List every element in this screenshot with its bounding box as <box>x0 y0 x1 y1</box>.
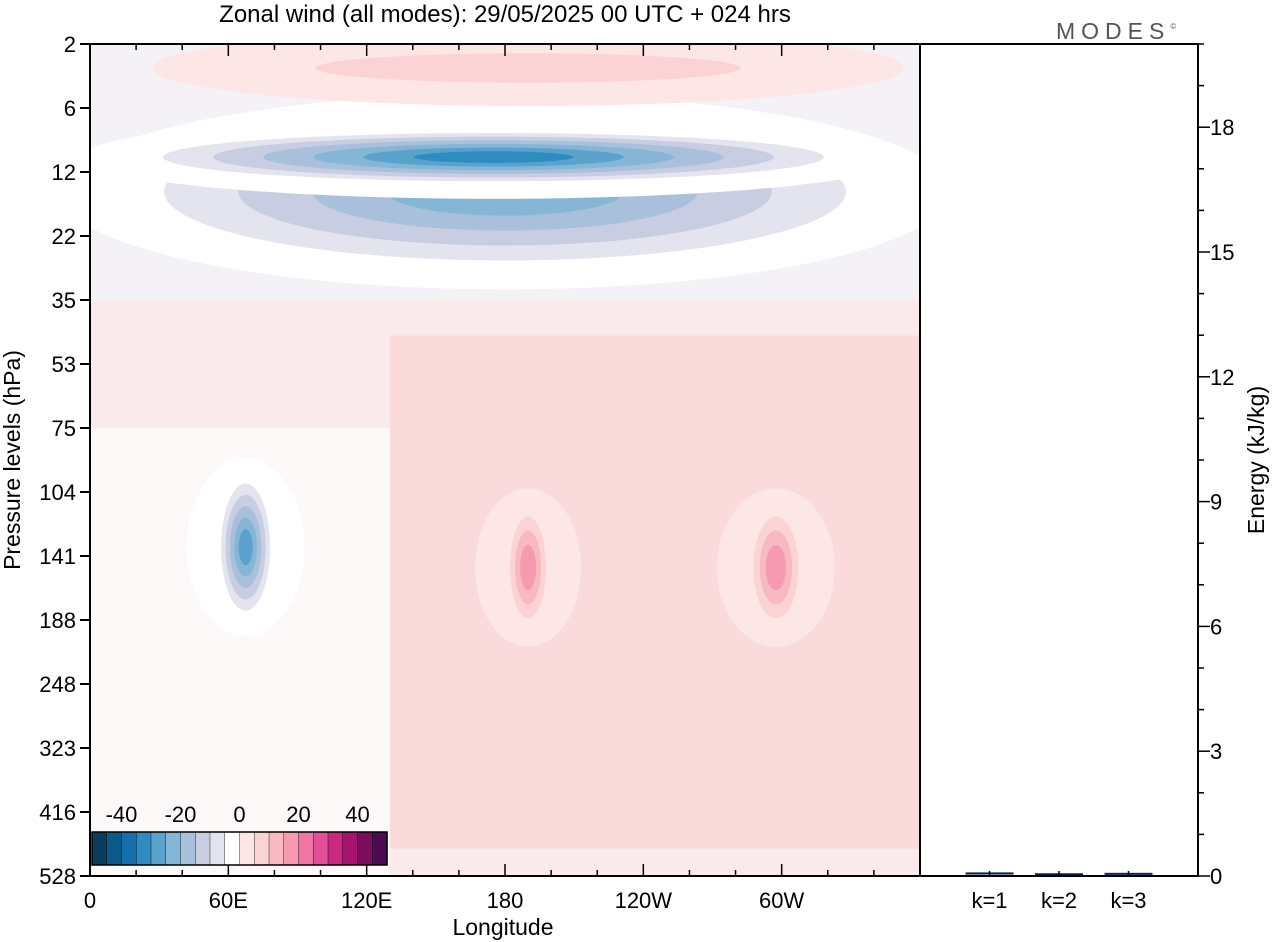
x-tick-label: 60E <box>209 888 248 913</box>
modes-logo: MODES© <box>1056 18 1176 45</box>
wind-contour <box>520 544 537 591</box>
energy-category-label: k=1 <box>971 888 1007 913</box>
y-tick-label: 22 <box>52 224 76 249</box>
colorbar-tick-label: 0 <box>233 802 245 827</box>
energy-tick-label: 9 <box>1210 490 1222 515</box>
colorbar-cell <box>91 831 108 866</box>
energy-bars <box>965 871 1153 876</box>
energy-tick-label: 15 <box>1210 240 1234 265</box>
colorbar-cell <box>165 831 182 866</box>
energy-tick-label: 0 <box>1210 864 1222 889</box>
y-tick-label: 75 <box>52 416 76 441</box>
energy-tick-label: 6 <box>1210 614 1222 639</box>
colorbar-cell <box>254 831 270 866</box>
colorbar-cell <box>121 831 137 866</box>
y-tick-label: 416 <box>39 800 76 825</box>
colorbar-cell <box>313 831 329 866</box>
colorbar-tick-label: -40 <box>106 802 138 827</box>
y-tick-label: 2 <box>64 32 76 57</box>
y-tick-label: 6 <box>64 96 76 121</box>
x-tick-labels: 0 60E 120E 180 120W 60W <box>84 888 805 913</box>
colorbar-cell <box>239 831 255 866</box>
y-tick-label: 12 <box>52 160 76 185</box>
wind-contour <box>413 151 574 163</box>
colorbar-cell <box>268 831 285 866</box>
y-tick-labels: 2 6 12 22 35 53 75 104 141 188 248 323 416 528 <box>39 32 76 889</box>
brand-text: MODES <box>1056 18 1171 44</box>
colorbar-cell <box>106 831 123 866</box>
colorbar-frame <box>91 831 388 866</box>
wind-contour <box>765 544 786 591</box>
energy-tick-label: 12 <box>1210 365 1234 390</box>
colorbar-cell <box>372 831 388 866</box>
y-tick-label: 248 <box>39 672 76 697</box>
energy-axis: 0 3 6 9 12 15 18 <box>1198 43 1234 889</box>
colorbar-cell <box>209 831 226 866</box>
energy-panel: 0 3 6 9 12 15 18 k=1 k=2 k=3 Energy (kJ/kg) <box>919 43 1269 913</box>
y-tick-label: 323 <box>39 736 76 761</box>
energy-tick-label: 3 <box>1210 739 1222 764</box>
y-axis <box>80 43 90 877</box>
brand-mark: © <box>1170 22 1177 31</box>
y-tick-label: 141 <box>39 544 76 569</box>
y-tick-label: 528 <box>39 864 76 889</box>
x-tick-label: 0 <box>84 888 96 913</box>
colorbar-cell <box>298 831 314 866</box>
colorbar-cell <box>195 831 211 866</box>
colorbar-tick-label: 20 <box>286 802 310 827</box>
y-tick-label: 104 <box>39 480 76 505</box>
x-tick-label: 180 <box>487 888 524 913</box>
energy-tick-label: 18 <box>1210 115 1234 140</box>
y-tick-label: 188 <box>39 608 76 633</box>
y-tick-label: 35 <box>52 288 76 313</box>
x-axis-label: Longitude <box>452 914 553 940</box>
colorbar-cell <box>283 831 300 866</box>
field-tint <box>389 335 920 849</box>
colorbar-cell <box>136 831 152 866</box>
colorbar: -40 -20 0 20 40 <box>91 802 388 866</box>
x-tick-label: 120W <box>615 888 673 913</box>
x-tick-label: 60W <box>759 888 804 913</box>
colorbar-cell <box>357 831 373 866</box>
colorbar-cell <box>342 831 359 866</box>
y-tick-label: 53 <box>52 352 76 377</box>
energy-category-label: k=2 <box>1041 888 1077 913</box>
colorbar-cell <box>327 831 344 866</box>
colorbar-tick-label: -20 <box>165 802 197 827</box>
heatmap-panel: 0 60E 120E 180 120W 60W 2 6 12 22 35 53 75 104 141 188… <box>0 32 921 940</box>
wind-field <box>90 44 920 876</box>
colorbar-cell <box>150 831 167 866</box>
wind-contour <box>315 53 741 83</box>
colorbar-cell <box>180 831 196 866</box>
y-axis-label: Pressure levels (hPa) <box>0 350 25 570</box>
colorbar-cell <box>224 831 241 866</box>
energy-frame <box>919 43 1199 877</box>
energy-category-label: k=3 <box>1110 888 1146 913</box>
x-tick-label: 120E <box>341 888 392 913</box>
colorbar-tick-label: 40 <box>345 802 369 827</box>
energy-axis-label: Energy (kJ/kg) <box>1243 386 1269 534</box>
wind-contour <box>238 528 253 566</box>
chart-title: Zonal wind (all modes): 29/05/2025 00 UT… <box>219 1 791 28</box>
energy-category-labels: k=1 k=2 k=3 <box>971 888 1146 913</box>
